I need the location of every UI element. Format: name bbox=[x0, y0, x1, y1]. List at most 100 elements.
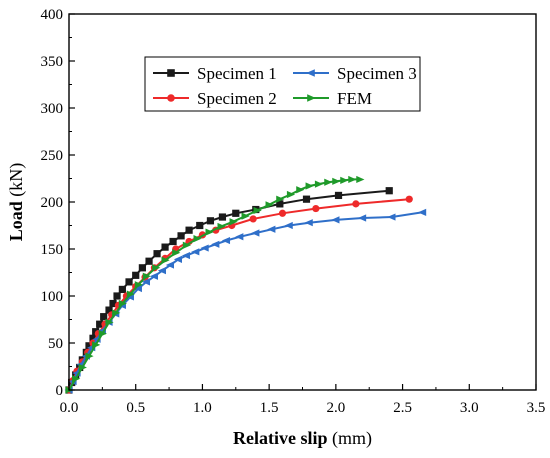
data-point bbox=[125, 278, 133, 286]
legend-label: Specimen 2 bbox=[197, 89, 277, 108]
data-point bbox=[357, 214, 367, 222]
data-point bbox=[153, 250, 161, 258]
data-point bbox=[232, 209, 240, 217]
data-point bbox=[305, 182, 314, 190]
data-point bbox=[249, 215, 257, 223]
data-point bbox=[286, 190, 296, 199]
data-point bbox=[221, 236, 231, 245]
series-specimen-3 bbox=[64, 208, 427, 394]
data-point bbox=[417, 208, 427, 216]
data-point bbox=[348, 175, 357, 184]
data-point bbox=[141, 278, 150, 286]
data-point bbox=[105, 318, 114, 326]
data-point bbox=[196, 221, 204, 230]
data-point bbox=[191, 248, 200, 256]
data-point bbox=[100, 313, 108, 321]
x-tick-label: 0.5 bbox=[126, 400, 145, 416]
legend-item: Specimen 1 bbox=[153, 64, 277, 83]
data-point bbox=[306, 69, 315, 77]
data-point bbox=[167, 94, 175, 102]
data-point bbox=[265, 201, 274, 209]
series-layer bbox=[64, 175, 427, 394]
legend-items: Specimen 1 Specimen 2 Specimen 3 FEM bbox=[153, 64, 417, 108]
data-point bbox=[278, 209, 287, 217]
data-point bbox=[324, 178, 333, 186]
x-tick-label: 1.5 bbox=[260, 400, 279, 416]
legend-item: FEM bbox=[293, 89, 372, 108]
data-point bbox=[312, 204, 320, 213]
x-tick-label: 0.0 bbox=[60, 400, 79, 416]
data-point bbox=[205, 228, 214, 236]
data-point bbox=[145, 257, 153, 265]
data-point bbox=[229, 218, 238, 226]
data-point bbox=[177, 232, 185, 240]
data-point bbox=[98, 330, 107, 338]
data-point bbox=[126, 290, 135, 298]
data-point bbox=[161, 243, 169, 251]
data-point bbox=[142, 272, 151, 280]
data-point bbox=[356, 175, 365, 184]
y-axis-title-unit: (kN) bbox=[6, 163, 27, 202]
data-point bbox=[78, 363, 87, 372]
data-point bbox=[332, 177, 341, 185]
series-line bbox=[68, 189, 390, 391]
legend-item: Specimen 3 bbox=[293, 64, 417, 83]
y-axis-title: Load (kN) bbox=[6, 163, 27, 242]
data-point bbox=[152, 264, 161, 272]
series-specimen-1 bbox=[65, 187, 393, 394]
data-point bbox=[182, 241, 192, 249]
data-point bbox=[211, 240, 220, 248]
data-point bbox=[352, 200, 360, 208]
data-point bbox=[387, 213, 396, 221]
data-point bbox=[149, 272, 158, 280]
data-point bbox=[217, 222, 226, 231]
legend-item: Specimen 2 bbox=[153, 89, 277, 108]
y-tick-label: 250 bbox=[41, 148, 64, 164]
data-point bbox=[296, 186, 305, 194]
data-point bbox=[134, 281, 143, 289]
data-point bbox=[302, 195, 311, 203]
legend-label: Specimen 3 bbox=[337, 64, 417, 83]
data-point bbox=[314, 180, 324, 188]
data-point bbox=[241, 212, 250, 220]
data-point bbox=[276, 195, 285, 203]
data-point bbox=[307, 94, 316, 102]
data-point bbox=[172, 249, 181, 257]
y-tick-label: 400 bbox=[41, 7, 64, 23]
data-point bbox=[185, 226, 193, 234]
data-point bbox=[193, 235, 202, 243]
data-point bbox=[304, 219, 313, 227]
data-point bbox=[96, 320, 104, 328]
x-tick-label: 3.5 bbox=[527, 400, 546, 416]
y-tick-label: 150 bbox=[41, 242, 64, 258]
data-point bbox=[169, 237, 177, 246]
data-point bbox=[105, 306, 113, 314]
legend-label: Specimen 1 bbox=[197, 64, 277, 83]
y-tick-label: 350 bbox=[41, 54, 64, 70]
x-axis-title-unit: (mm) bbox=[328, 428, 373, 449]
data-point bbox=[113, 292, 121, 300]
x-tick-label: 3.0 bbox=[460, 400, 479, 416]
data-point bbox=[385, 187, 393, 195]
legend-label: FEM bbox=[337, 89, 372, 108]
y-tick-label: 50 bbox=[48, 336, 63, 352]
y-tick-label: 100 bbox=[41, 289, 64, 305]
data-point bbox=[251, 229, 260, 237]
data-point bbox=[276, 200, 284, 208]
data-point bbox=[235, 233, 244, 241]
data-point bbox=[165, 261, 175, 269]
data-point bbox=[72, 375, 81, 383]
data-point bbox=[161, 256, 170, 264]
legend-box bbox=[144, 56, 421, 112]
data-point bbox=[132, 271, 140, 279]
data-point bbox=[118, 299, 127, 308]
data-point bbox=[109, 299, 117, 308]
y-tick-label: 200 bbox=[41, 195, 64, 211]
axes-layer: 0.0 0.5 1.0 1.5 2.0 2.5 3.0 3.5 0 50 100 150 200 250 3… bbox=[41, 7, 546, 416]
data-point bbox=[253, 206, 262, 215]
series-fem bbox=[65, 175, 365, 394]
data-point bbox=[112, 309, 121, 317]
data-point bbox=[157, 267, 166, 275]
